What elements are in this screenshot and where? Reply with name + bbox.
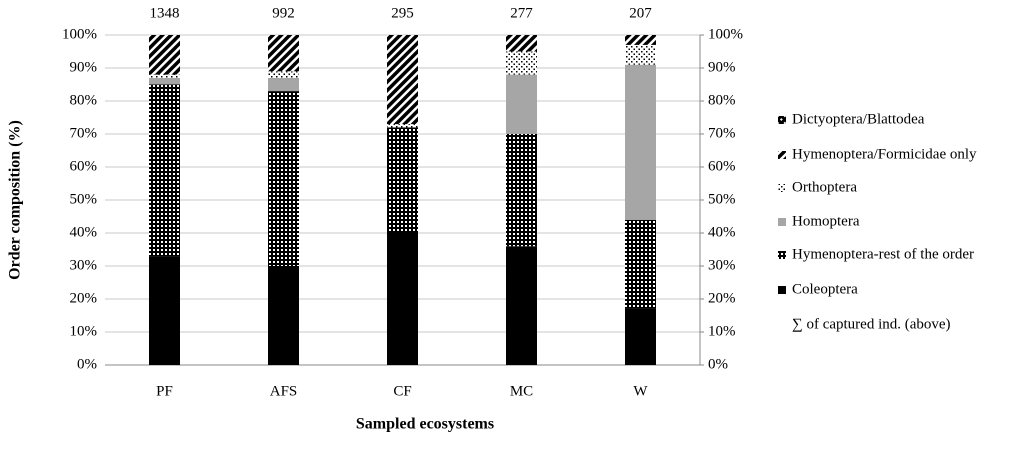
legend-label: Hymenoptera/Formicidae only bbox=[792, 146, 977, 162]
legend-label: Coleoptera bbox=[792, 281, 858, 297]
y2-tick-label: 20% bbox=[708, 290, 736, 306]
x-tick-label: W bbox=[633, 383, 648, 399]
bar-segment bbox=[506, 51, 537, 75]
y2-tick-label: 50% bbox=[708, 191, 736, 207]
bar-segment bbox=[625, 44, 656, 65]
y-tick-label: 0% bbox=[77, 356, 97, 372]
y-tick-label: 10% bbox=[70, 323, 98, 339]
bar-segment bbox=[506, 35, 537, 52]
y-tick-label: 30% bbox=[70, 257, 98, 273]
legend-label: Dictyoptera/Blattodea bbox=[792, 111, 925, 127]
total-label: 277 bbox=[510, 5, 533, 21]
bar-segment bbox=[387, 127, 418, 233]
bar-segment bbox=[268, 91, 299, 266]
bar-segment bbox=[387, 35, 418, 125]
y2-tick-label: 30% bbox=[708, 257, 736, 273]
bar-segment bbox=[268, 266, 299, 365]
bar-segment bbox=[506, 74, 537, 134]
legend-swatch bbox=[778, 184, 786, 192]
total-label: 992 bbox=[272, 5, 295, 21]
y2-tick-label: 80% bbox=[708, 92, 736, 108]
legend-label: Homoptera bbox=[792, 213, 860, 229]
y2-tick-label: 60% bbox=[708, 158, 736, 174]
y-tick-label: 50% bbox=[70, 191, 98, 207]
bar-segment bbox=[506, 134, 537, 247]
bar-segment bbox=[625, 35, 656, 45]
y2-tick-label: 10% bbox=[708, 323, 736, 339]
y2-tick-label: 90% bbox=[708, 59, 736, 75]
bar-segment bbox=[268, 77, 299, 92]
y2-tick-label: 40% bbox=[708, 224, 736, 240]
bar-segment bbox=[149, 84, 180, 257]
y-tick-label: 90% bbox=[70, 59, 98, 75]
y-tick-label: 20% bbox=[70, 290, 98, 306]
bar-segment bbox=[268, 71, 299, 78]
y-tick-label: 80% bbox=[70, 92, 98, 108]
y-tick-label: 40% bbox=[70, 224, 98, 240]
bar-segment bbox=[625, 308, 656, 365]
bar-segment bbox=[506, 246, 537, 365]
legend-label: Orthoptera bbox=[792, 179, 857, 195]
y-tick-label: 100% bbox=[62, 26, 97, 42]
y2-tick-label: 70% bbox=[708, 125, 736, 141]
bar-segment bbox=[149, 74, 180, 78]
y-axis-label: Order composition (%) bbox=[7, 120, 24, 280]
bar-segment bbox=[149, 256, 180, 365]
legend-label: ∑ of captured ind. (above) bbox=[792, 316, 951, 332]
y-tick-label: 60% bbox=[70, 158, 98, 174]
legend-swatch bbox=[778, 218, 786, 226]
bar-segment bbox=[149, 35, 180, 75]
bar-segment bbox=[625, 64, 656, 220]
x-tick-label: CF bbox=[393, 383, 411, 399]
total-label: 295 bbox=[391, 5, 414, 21]
x-tick-label: MC bbox=[510, 383, 533, 399]
total-label: 1348 bbox=[150, 5, 180, 21]
legend-swatch bbox=[778, 251, 786, 259]
y2-tick-label: 100% bbox=[708, 26, 743, 42]
x-tick-label: AFS bbox=[270, 383, 298, 399]
y2-tick-label: 0% bbox=[708, 356, 728, 372]
bar-segment bbox=[268, 35, 299, 72]
y-tick-label: 70% bbox=[70, 125, 98, 141]
x-axis-label: Sampled ecosystems bbox=[356, 416, 494, 433]
legend-label: Hymenoptera-rest of the order bbox=[792, 246, 974, 262]
legend-swatch bbox=[778, 151, 786, 159]
bar-segment bbox=[387, 124, 418, 128]
total-label: 207 bbox=[629, 5, 652, 21]
bar-segment bbox=[625, 219, 656, 309]
bar-segment bbox=[149, 77, 180, 85]
bar-segment bbox=[387, 233, 418, 365]
legend-swatch bbox=[778, 286, 786, 294]
x-tick-label: PF bbox=[156, 383, 173, 399]
legend-swatch bbox=[778, 116, 786, 124]
